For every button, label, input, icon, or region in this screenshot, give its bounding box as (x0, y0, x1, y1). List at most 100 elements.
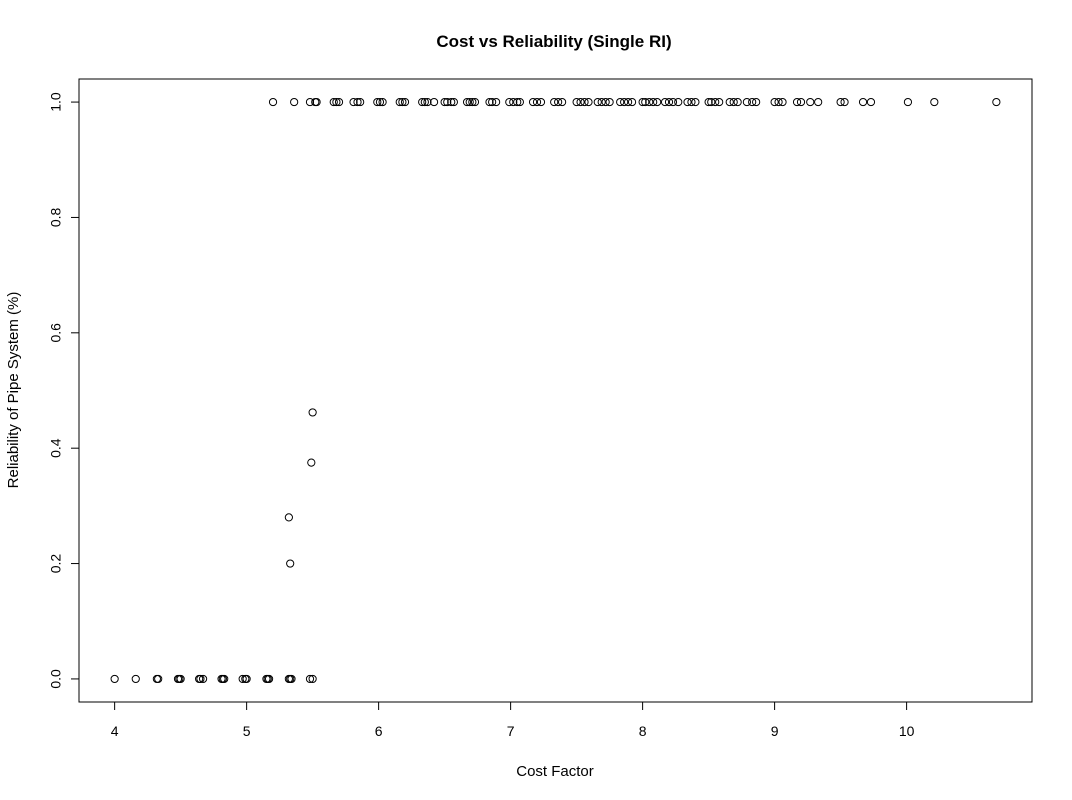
data-point (418, 97, 427, 107)
data-point (268, 97, 278, 107)
y-tick-label: 0.0 (48, 669, 64, 689)
data-point (308, 674, 317, 684)
data-point (866, 97, 876, 107)
data-point (443, 97, 452, 107)
data-point (792, 97, 802, 107)
data-point (707, 97, 716, 107)
data-point (620, 97, 629, 107)
data-point (687, 97, 696, 107)
data-point (806, 97, 815, 107)
data-point (668, 97, 678, 107)
data-point (814, 97, 823, 107)
data-point (593, 97, 602, 107)
y-tick-label: 0.8 (48, 208, 64, 228)
data-point (110, 674, 119, 684)
data-point (375, 97, 385, 107)
data-point (378, 97, 387, 107)
data-point (748, 97, 757, 107)
y-axis-title: Reliability of Pipe System (%) (5, 292, 22, 489)
data-point (601, 97, 610, 107)
data-point (711, 97, 720, 107)
data-point (742, 97, 751, 107)
y-tick-label: 0.2 (48, 554, 64, 574)
data-point (349, 97, 358, 107)
data-point (752, 97, 761, 107)
data-point (468, 97, 477, 107)
data-point (725, 97, 734, 107)
data-point (332, 97, 341, 107)
data-point (660, 97, 670, 107)
plot-frame (78, 78, 1033, 703)
data-point (653, 97, 662, 107)
chart-title: Cost vs Reliability (Single RI) (436, 32, 671, 51)
data-point (992, 97, 1001, 107)
data-point (903, 97, 913, 107)
data-point (488, 97, 497, 107)
x-tick-label: 10 (899, 723, 915, 739)
data-point (353, 97, 362, 107)
data-point (308, 408, 317, 417)
data-point (356, 97, 365, 107)
data-point (287, 674, 296, 684)
data-point (605, 97, 614, 107)
x-axis-title: Cost Factor (516, 763, 594, 780)
data-point (774, 97, 783, 107)
data-point (329, 97, 338, 107)
data-point (447, 97, 456, 107)
data-point (715, 97, 724, 107)
data-point (532, 97, 542, 107)
y-tick-label: 0.6 (48, 323, 64, 343)
data-point (196, 674, 205, 684)
data-point (131, 674, 140, 684)
data-point (470, 97, 480, 107)
data-point (528, 97, 538, 107)
data-point (683, 97, 692, 107)
data-point (836, 97, 845, 107)
data-point (286, 559, 295, 568)
y-tick-label: 1.0 (48, 92, 64, 112)
data-point (334, 97, 344, 107)
data-point (305, 674, 315, 684)
data-point (536, 97, 546, 107)
data-point (449, 97, 458, 107)
data-point (305, 97, 315, 107)
data-point (597, 97, 606, 107)
data-point (840, 97, 849, 107)
x-tick-label: 9 (771, 723, 779, 739)
data-point (220, 674, 229, 684)
data-point (423, 97, 432, 107)
data-point (312, 97, 321, 107)
data-point (704, 97, 713, 107)
x-axis: 4 5 6 7 8 9 10 (111, 701, 915, 739)
data-point (509, 97, 518, 107)
data-point (554, 97, 563, 107)
data-point (674, 97, 683, 107)
data-point (770, 97, 779, 107)
data-point (580, 97, 589, 107)
data-point (465, 97, 474, 107)
data-point (515, 97, 524, 107)
data-point (584, 97, 593, 107)
data-point (505, 97, 514, 107)
data-point (198, 674, 208, 684)
y-axis: 0.0 0.2 0.4 0.6 0.8 1.0 (48, 92, 80, 689)
x-tick-label: 5 (243, 723, 251, 739)
data-point (395, 97, 404, 107)
data-point (400, 97, 410, 107)
data-point (733, 97, 742, 107)
data-point (638, 97, 647, 107)
data-point (290, 97, 299, 107)
data-point (373, 97, 382, 107)
data-point (176, 674, 185, 684)
data-point (492, 97, 501, 107)
data-point (576, 97, 585, 107)
data-point (616, 97, 625, 107)
data-point (623, 97, 633, 107)
data-point (691, 97, 700, 107)
data-point (627, 97, 637, 107)
x-tick-label: 6 (375, 723, 383, 739)
data-point (729, 97, 738, 107)
data-point (462, 97, 472, 107)
data-point (284, 513, 293, 522)
